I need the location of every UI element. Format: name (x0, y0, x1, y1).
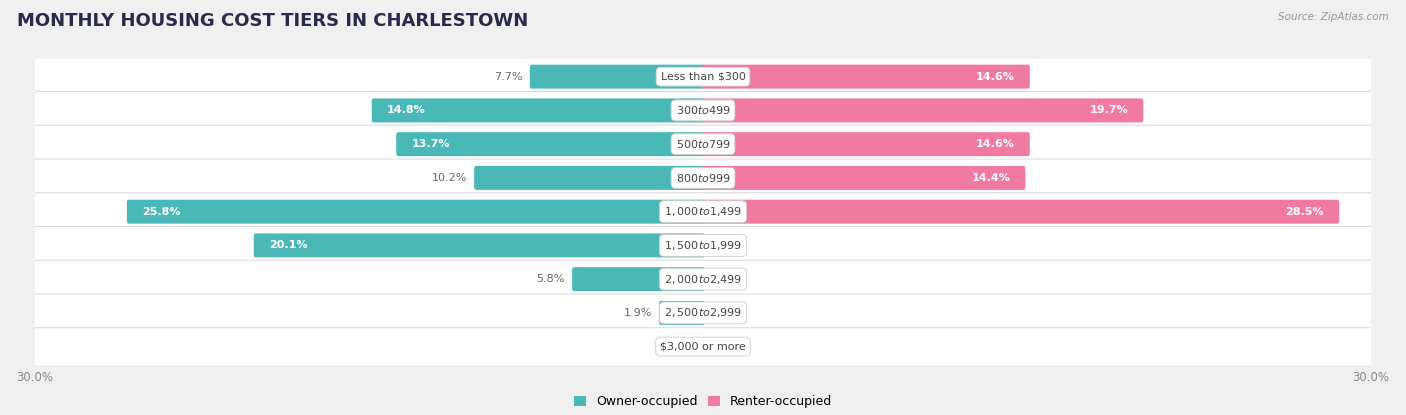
FancyBboxPatch shape (371, 98, 704, 122)
Text: 7.7%: 7.7% (494, 72, 523, 82)
Text: 0.0%: 0.0% (714, 308, 742, 318)
Text: 14.6%: 14.6% (976, 72, 1015, 82)
Text: 28.5%: 28.5% (1285, 207, 1324, 217)
FancyBboxPatch shape (25, 227, 1381, 264)
FancyBboxPatch shape (127, 200, 704, 224)
Text: 0.0%: 0.0% (714, 240, 742, 250)
FancyBboxPatch shape (659, 301, 704, 325)
Text: $2,000 to $2,499: $2,000 to $2,499 (664, 273, 742, 286)
FancyBboxPatch shape (25, 193, 1381, 231)
Text: Less than $300: Less than $300 (661, 72, 745, 82)
FancyBboxPatch shape (253, 233, 704, 257)
Text: 0.0%: 0.0% (714, 274, 742, 284)
Text: 10.2%: 10.2% (432, 173, 467, 183)
Text: 14.4%: 14.4% (972, 173, 1010, 183)
Text: Source: ZipAtlas.com: Source: ZipAtlas.com (1278, 12, 1389, 22)
Legend: Owner-occupied, Renter-occupied: Owner-occupied, Renter-occupied (574, 395, 832, 408)
Text: $2,500 to $2,999: $2,500 to $2,999 (664, 306, 742, 320)
Text: 14.6%: 14.6% (976, 139, 1015, 149)
Text: $800 to $999: $800 to $999 (675, 172, 731, 184)
Text: 1.9%: 1.9% (623, 308, 652, 318)
FancyBboxPatch shape (702, 65, 1029, 89)
FancyBboxPatch shape (25, 92, 1381, 129)
FancyBboxPatch shape (702, 98, 1143, 122)
Text: $1,500 to $1,999: $1,500 to $1,999 (664, 239, 742, 252)
Text: $3,000 or more: $3,000 or more (661, 342, 745, 352)
Text: $1,000 to $1,499: $1,000 to $1,499 (664, 205, 742, 218)
Text: 0.0%: 0.0% (664, 342, 692, 352)
Text: 19.7%: 19.7% (1090, 105, 1128, 115)
FancyBboxPatch shape (25, 328, 1381, 366)
Text: MONTHLY HOUSING COST TIERS IN CHARLESTOWN: MONTHLY HOUSING COST TIERS IN CHARLESTOW… (17, 12, 529, 30)
Text: $500 to $799: $500 to $799 (675, 138, 731, 150)
Text: $300 to $499: $300 to $499 (675, 105, 731, 117)
FancyBboxPatch shape (25, 260, 1381, 298)
Text: 25.8%: 25.8% (142, 207, 180, 217)
FancyBboxPatch shape (702, 200, 1340, 224)
FancyBboxPatch shape (530, 65, 704, 89)
FancyBboxPatch shape (474, 166, 704, 190)
FancyBboxPatch shape (702, 132, 1029, 156)
Text: 0.0%: 0.0% (714, 342, 742, 352)
FancyBboxPatch shape (25, 294, 1381, 332)
Text: 20.1%: 20.1% (269, 240, 308, 250)
FancyBboxPatch shape (25, 159, 1381, 197)
Text: 14.8%: 14.8% (387, 105, 426, 115)
FancyBboxPatch shape (25, 58, 1381, 95)
Text: 13.7%: 13.7% (412, 139, 450, 149)
FancyBboxPatch shape (572, 267, 704, 291)
FancyBboxPatch shape (25, 125, 1381, 163)
Text: 5.8%: 5.8% (537, 274, 565, 284)
FancyBboxPatch shape (396, 132, 704, 156)
FancyBboxPatch shape (702, 166, 1025, 190)
